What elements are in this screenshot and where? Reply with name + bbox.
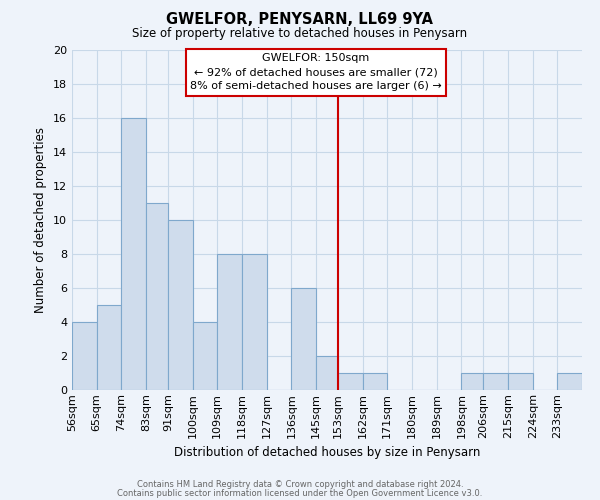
Bar xyxy=(217,254,242,390)
Bar xyxy=(97,305,121,390)
Bar xyxy=(316,356,338,390)
Bar xyxy=(72,322,97,390)
Text: Contains HM Land Registry data © Crown copyright and database right 2024.: Contains HM Land Registry data © Crown c… xyxy=(137,480,463,489)
Bar xyxy=(338,373,362,390)
Text: GWELFOR, PENYSARN, LL69 9YA: GWELFOR, PENYSARN, LL69 9YA xyxy=(167,12,433,28)
Bar xyxy=(242,254,266,390)
Bar xyxy=(121,118,146,390)
Bar xyxy=(508,373,533,390)
Bar xyxy=(146,203,168,390)
Bar xyxy=(168,220,193,390)
Bar xyxy=(557,373,582,390)
Text: Contains public sector information licensed under the Open Government Licence v3: Contains public sector information licen… xyxy=(118,488,482,498)
Bar xyxy=(461,373,483,390)
Text: Size of property relative to detached houses in Penysarn: Size of property relative to detached ho… xyxy=(133,28,467,40)
Bar xyxy=(193,322,217,390)
Bar xyxy=(483,373,508,390)
X-axis label: Distribution of detached houses by size in Penysarn: Distribution of detached houses by size … xyxy=(174,446,480,459)
Text: GWELFOR: 150sqm
← 92% of detached houses are smaller (72)
8% of semi-detached ho: GWELFOR: 150sqm ← 92% of detached houses… xyxy=(190,53,442,91)
Bar xyxy=(292,288,316,390)
Bar xyxy=(362,373,388,390)
Y-axis label: Number of detached properties: Number of detached properties xyxy=(34,127,47,313)
